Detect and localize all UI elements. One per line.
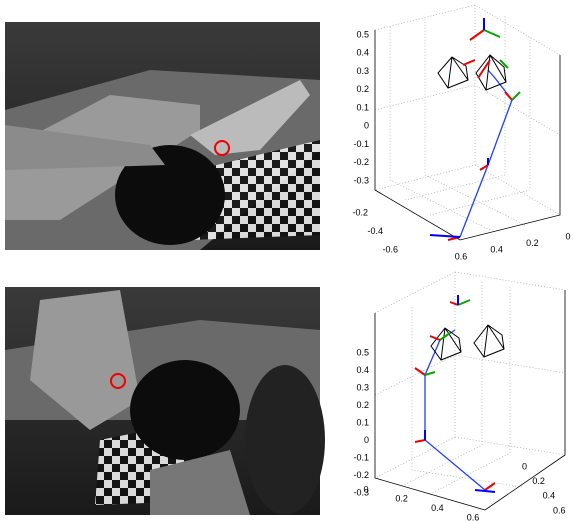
y-tick-label: 0.4 [490,245,503,255]
x-tick-label: -0.4 [367,226,383,236]
z-tick-label: -0.2 [353,157,369,167]
z-tick-label: 0.2 [356,84,369,94]
y-tick-label: 0.6 [455,251,468,261]
x-tick-label: -0.2 [352,207,368,217]
x-tick-label: -0.6 [382,244,398,254]
z-tick-label: 0 [364,435,369,445]
z-tick-label: 0.4 [356,365,369,375]
z-tick-label: 0.1 [356,102,369,112]
z-tick-label: 0.1 [356,417,369,427]
y-tick-label: 0.6 [553,505,566,515]
z-tick-label: -0.1 [353,139,369,149]
x-tick-label: 0 [363,484,368,494]
y-tick-label: 0 [565,231,570,241]
x-tick-label: 0.6 [467,512,480,521]
z-tick-label: 0.4 [356,48,369,58]
x-tick-label: 0.4 [431,503,444,513]
y-tick-label: 0.2 [532,476,545,486]
figure: 0.5 0.4 0.3 0.2 0.1 0 -0.1 -0.2 -0.3 -0.2 -0.4 -0.6… [0,0,574,521]
plot-top [375,5,560,240]
y-tick-label: 0.2 [526,238,539,248]
z-tick-label: 0 [364,121,369,131]
z-tick-label: 0.3 [356,382,369,392]
z-tick-label: 0.2 [356,400,369,410]
z-tick-label: -0.1 [353,452,369,462]
z-tick-label: 0.5 [356,347,369,357]
x-tick-label: 0.2 [395,494,408,504]
plot-bottom [375,272,565,510]
photo-top [5,22,320,250]
z-tick-label: 0.3 [356,66,369,76]
z-tick-label: -0.3 [353,175,369,185]
z-tick-label: 0.5 [356,29,369,39]
photo-bottom [5,287,325,515]
y-tick-label: 0 [522,461,527,471]
z-tick-label: -0.2 [353,470,369,480]
y-tick-label: 0.4 [543,491,556,501]
